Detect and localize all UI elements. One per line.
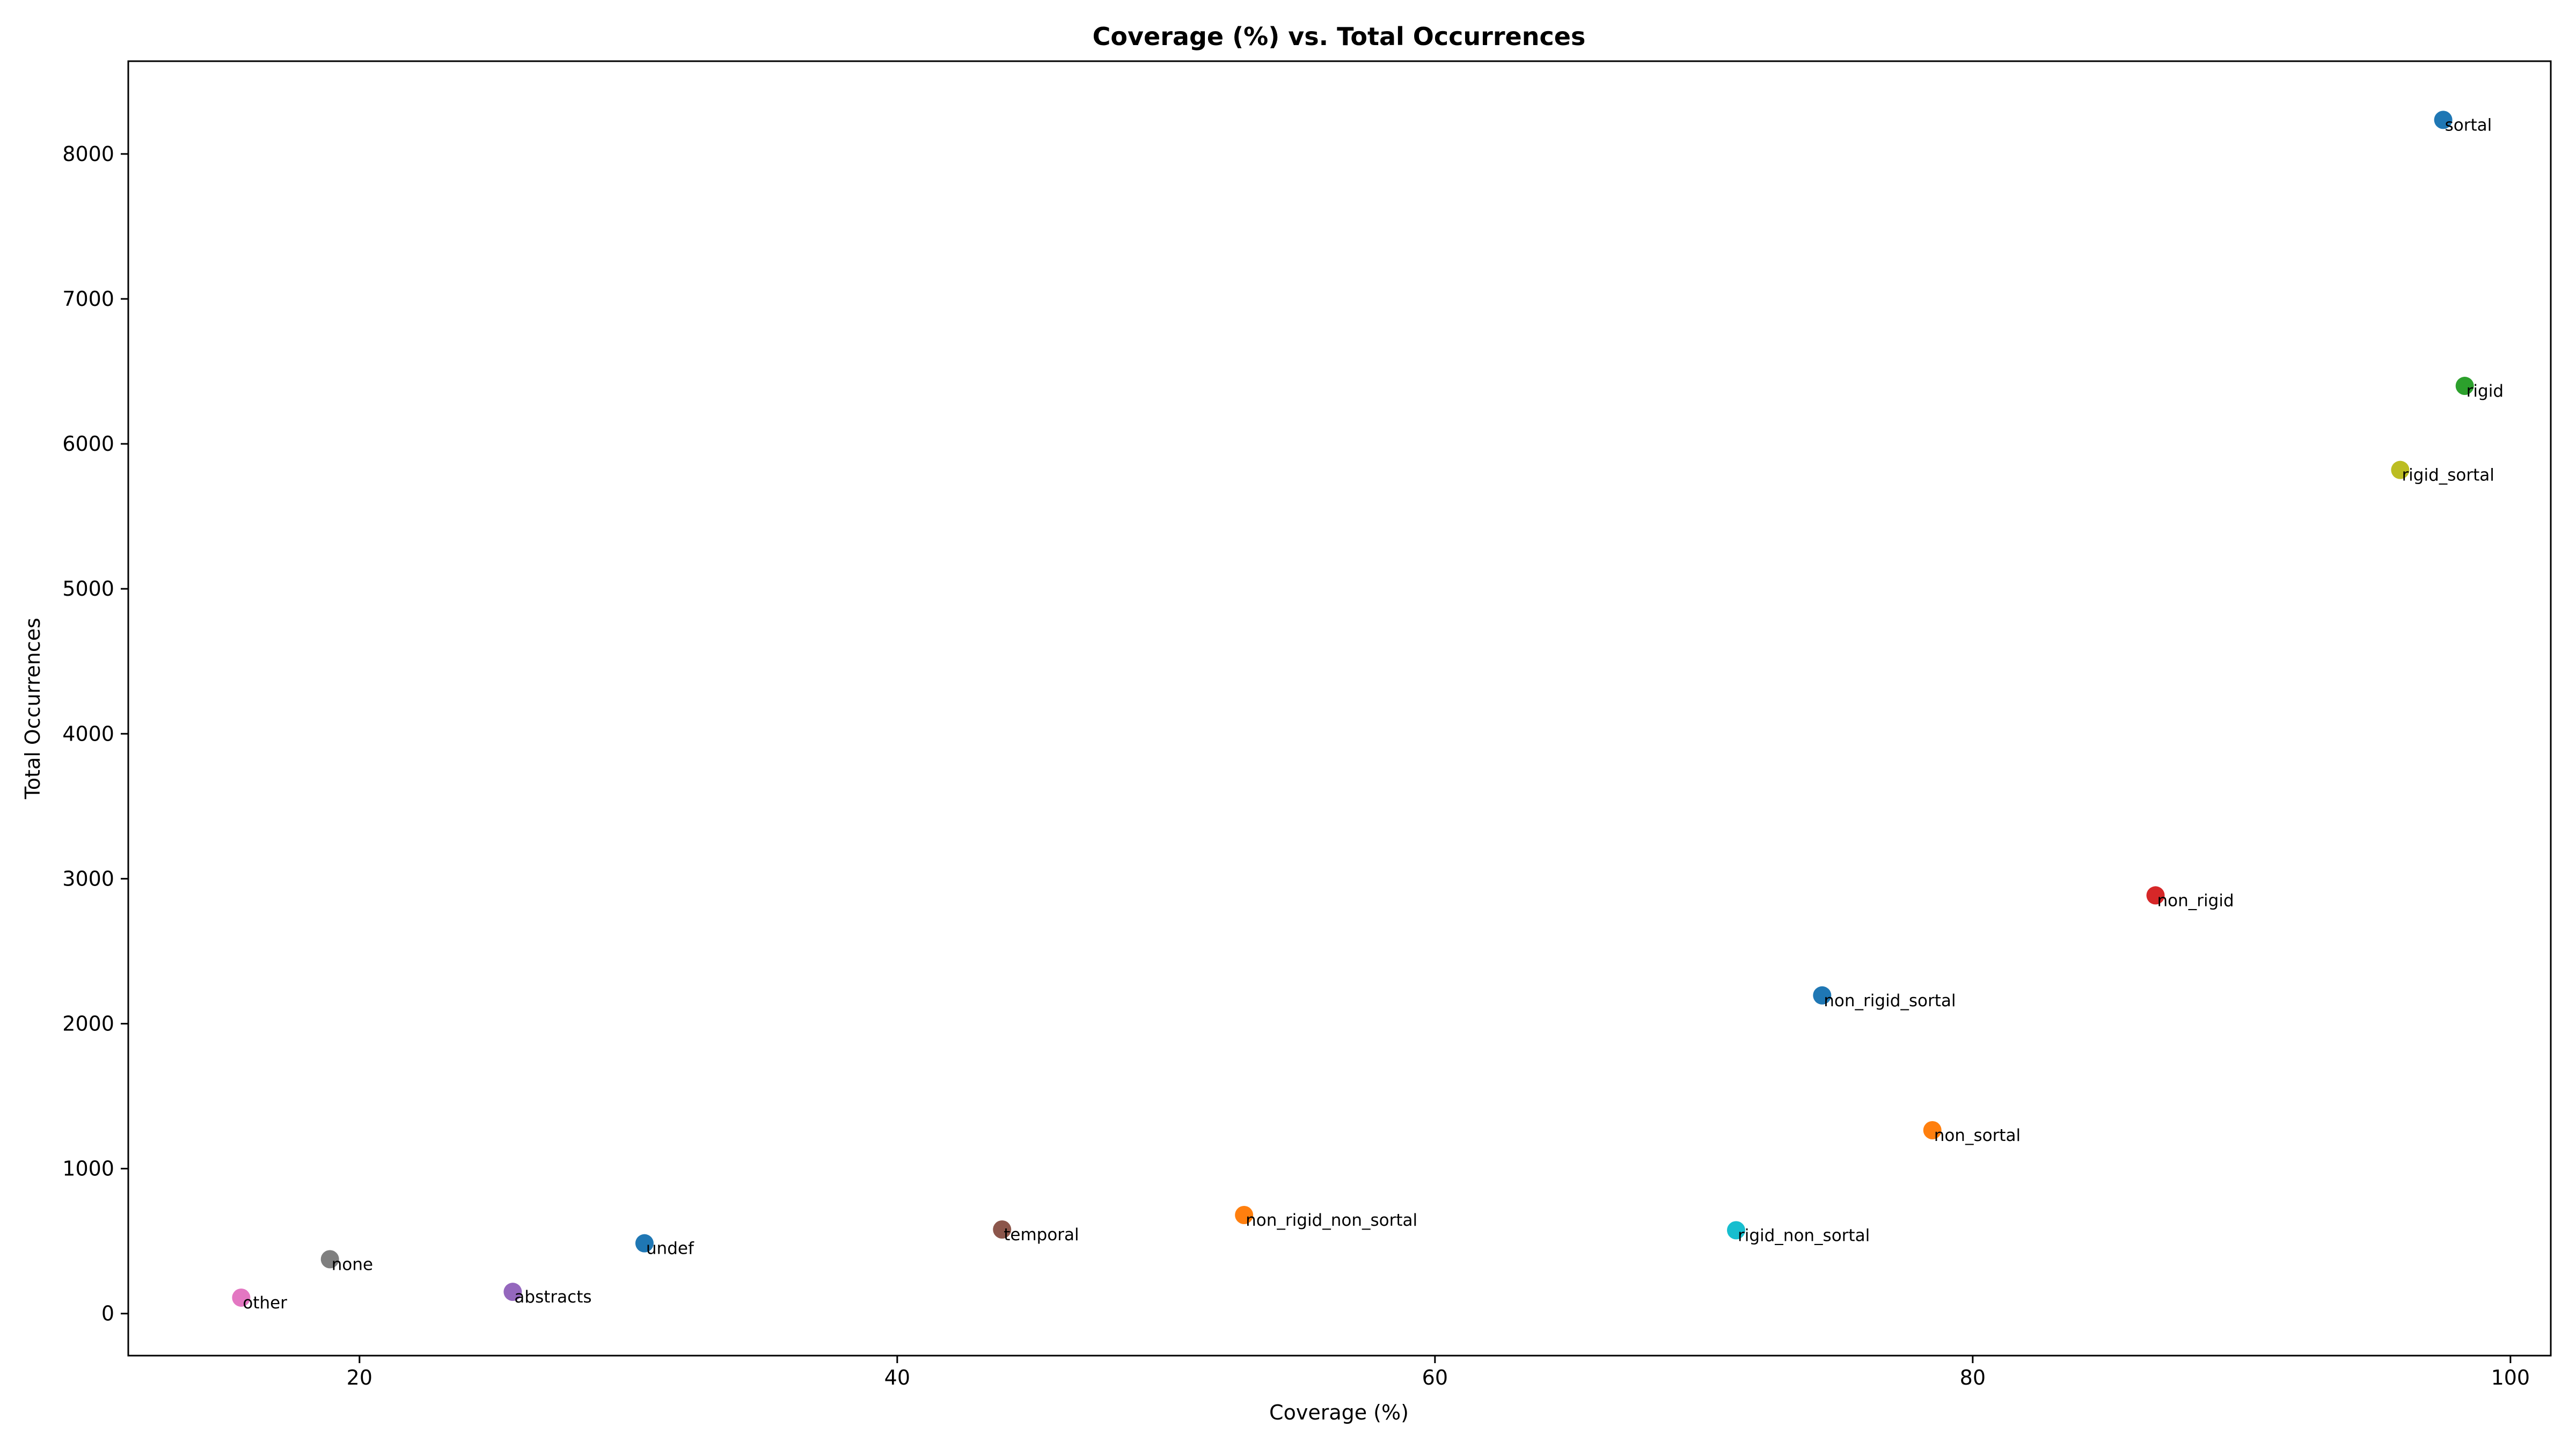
x-axis-ticks: 20 40 60 80 100 [347, 1356, 2530, 1389]
point-label-rigid-sortal: rigid_sortal [2402, 466, 2494, 485]
y-tick-label: 7000 [62, 287, 114, 311]
y-tick-label: 2000 [62, 1012, 114, 1035]
point-label-non-rigid-sortal: non_rigid_sortal [1824, 991, 1956, 1011]
data-point-non-rigid-non-sortal [1235, 1206, 1254, 1225]
x-tick-label: 80 [1960, 1366, 1986, 1389]
data-point-rigid [2455, 377, 2474, 396]
x-tick-label: 40 [884, 1366, 910, 1389]
y-axis-label: Total Occurrences [21, 618, 45, 800]
point-label-non-rigid: non_rigid [2157, 891, 2234, 910]
y-axis-ticks: 0 1000 2000 3000 4000 5000 6000 7000 8000 [62, 142, 128, 1326]
data-point-other [232, 1288, 251, 1307]
y-tick-label: 1000 [62, 1157, 114, 1181]
data-point-sortal [2434, 111, 2453, 129]
point-label-rigid: rigid [2467, 382, 2504, 401]
x-axis-label: Coverage (%) [1269, 1401, 1409, 1424]
chart-title: Coverage (%) vs. Total Occurrences [1093, 22, 1586, 51]
data-point-undef [635, 1234, 654, 1253]
y-tick-label: 5000 [62, 577, 114, 601]
data-points [232, 111, 2474, 1307]
data-point-rigid-non-sortal [1726, 1221, 1745, 1240]
data-point-rigid-sortal [2391, 460, 2410, 479]
point-label-rigid-non-sortal: rigid_non_sortal [1738, 1226, 1870, 1245]
y-tick-label: 8000 [62, 142, 114, 166]
point-labels: sortal rigid rigid_sortal non_rigid non_rigi… [243, 115, 2504, 1313]
x-tick-label: 60 [1422, 1366, 1448, 1389]
y-tick-label: 6000 [62, 432, 114, 456]
point-label-undef: undef [646, 1239, 694, 1258]
point-label-none: none [332, 1255, 373, 1274]
plot-area: 20 40 60 80 100 0 1000 2000 3000 4000 5000 6000 700… [62, 60, 2552, 1389]
data-point-non-rigid-sortal [1813, 986, 1832, 1005]
data-point-none [320, 1250, 339, 1269]
y-tick-label: 4000 [62, 722, 114, 745]
y-tick-label: 3000 [62, 867, 114, 890]
data-point-temporal [993, 1220, 1012, 1239]
point-label-other: other [243, 1293, 287, 1313]
point-label-non-rigid-non-sortal: non_rigid_non_sortal [1246, 1211, 1417, 1230]
point-label-non-sortal: non_sortal [1934, 1126, 2021, 1145]
point-label-temporal: temporal [1004, 1225, 1079, 1245]
point-label-sortal: sortal [2445, 115, 2492, 135]
data-point-non-rigid [2146, 886, 2165, 905]
point-label-abstracts: abstracts [514, 1287, 591, 1307]
x-tick-label: 20 [347, 1366, 372, 1389]
x-tick-label: 100 [2491, 1366, 2530, 1389]
y-tick-label: 0 [101, 1302, 114, 1326]
plot-frame [127, 60, 2552, 1357]
data-point-non-sortal [1923, 1121, 1942, 1139]
data-point-abstracts [503, 1283, 522, 1301]
